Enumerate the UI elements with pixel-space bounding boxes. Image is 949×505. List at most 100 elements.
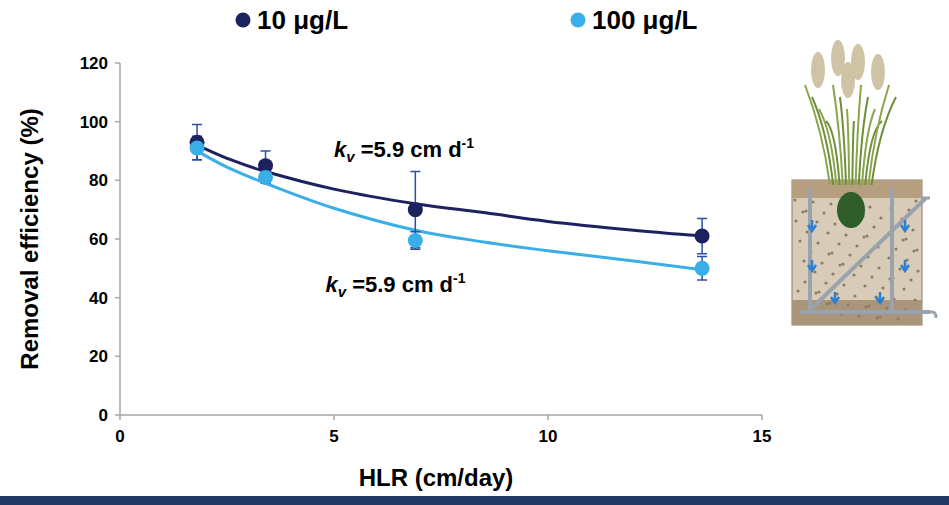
roots (837, 192, 865, 228)
x-tick-label: 5 (329, 427, 338, 446)
reed-leaf (868, 85, 889, 185)
pipe (808, 188, 812, 312)
grain (879, 216, 882, 219)
grain (837, 242, 840, 245)
wetland-illustration (792, 40, 936, 325)
fit-line (197, 151, 702, 270)
point (695, 229, 710, 244)
point (695, 261, 710, 276)
grain (798, 239, 801, 242)
x-tick (547, 415, 549, 420)
flow-arrow (808, 260, 816, 271)
y-tick (115, 238, 120, 240)
grain (820, 261, 823, 264)
grain (828, 301, 831, 304)
grain (915, 248, 918, 251)
grain (829, 202, 832, 205)
point (408, 233, 423, 248)
grain (816, 241, 819, 244)
reed-leaf (826, 121, 840, 185)
grain (824, 281, 827, 284)
legend-label: 10 μg/L (257, 5, 348, 35)
x-tick (761, 415, 763, 420)
grain (875, 316, 878, 319)
grain (803, 280, 806, 283)
y-tick (115, 297, 120, 299)
grain (872, 225, 875, 228)
x-axis-title: HLR (cm/day) (359, 464, 514, 491)
grain (804, 209, 807, 212)
grain (916, 269, 919, 272)
reed-leaf (805, 85, 830, 185)
legend-label: 100 μg/L (592, 5, 698, 35)
grain (846, 303, 849, 306)
grain (831, 272, 834, 275)
y-tick (115, 180, 120, 182)
grain (793, 198, 796, 201)
pipe (812, 198, 926, 308)
grain (901, 238, 904, 241)
plot-data (190, 125, 710, 280)
pipe (800, 310, 930, 314)
annotation: kv =5.9 cm d-1 (334, 135, 474, 165)
y-tick (115, 356, 120, 358)
grain (862, 235, 865, 238)
outlet (922, 198, 936, 318)
grain (909, 278, 912, 281)
grain (911, 228, 914, 231)
x-tick (333, 415, 335, 420)
grain (914, 199, 917, 202)
y-tick-label: 60 (89, 230, 108, 249)
reed-plume (811, 52, 825, 88)
reed-plume (871, 54, 885, 90)
reed-plume (841, 62, 855, 98)
annotation-rest: =5.9 cm d (355, 137, 462, 162)
y-tick-label: 120 (80, 54, 108, 73)
y-tick-label: 100 (80, 113, 108, 132)
grain (878, 315, 881, 318)
reed-leaf (852, 121, 854, 185)
flow-arrow (901, 220, 909, 231)
x-tick (119, 415, 121, 420)
grain (912, 249, 915, 252)
grain (833, 222, 836, 225)
grain (822, 211, 825, 214)
grain (885, 306, 888, 309)
grain (870, 275, 873, 278)
y-tick-label: 80 (89, 171, 108, 190)
footer-band (0, 496, 949, 505)
grain (848, 253, 851, 256)
grain (898, 267, 901, 270)
y-tick-label: 0 (99, 406, 108, 425)
point (190, 141, 205, 156)
grain (801, 210, 804, 213)
grain (796, 289, 799, 292)
grain (902, 287, 905, 290)
y-tick (115, 121, 120, 123)
grain (802, 259, 805, 262)
grain (904, 237, 907, 240)
grain (868, 205, 871, 208)
grain (863, 284, 866, 287)
annotation-sup: -1 (462, 135, 475, 151)
y-tick-label: 20 (89, 347, 108, 366)
flow-arrow (901, 260, 909, 271)
y-axis-title: Removal efficiency (%) (16, 108, 43, 369)
point (408, 202, 423, 217)
grain (830, 251, 833, 254)
grain (842, 283, 845, 286)
grain (838, 263, 841, 266)
grain (841, 262, 844, 265)
annotation-rest: =5.9 cm d (346, 272, 453, 297)
flow-arrow (831, 292, 839, 303)
grain (817, 290, 820, 293)
grain (794, 219, 797, 222)
grain (813, 270, 816, 273)
y-tick-label: 40 (89, 289, 108, 308)
annotation: kv =5.9 cm d-1 (325, 270, 465, 300)
grain (867, 304, 870, 307)
pipe (890, 188, 894, 312)
reed-leaf (840, 97, 846, 185)
grain (881, 286, 884, 289)
legend-marker (571, 13, 586, 28)
